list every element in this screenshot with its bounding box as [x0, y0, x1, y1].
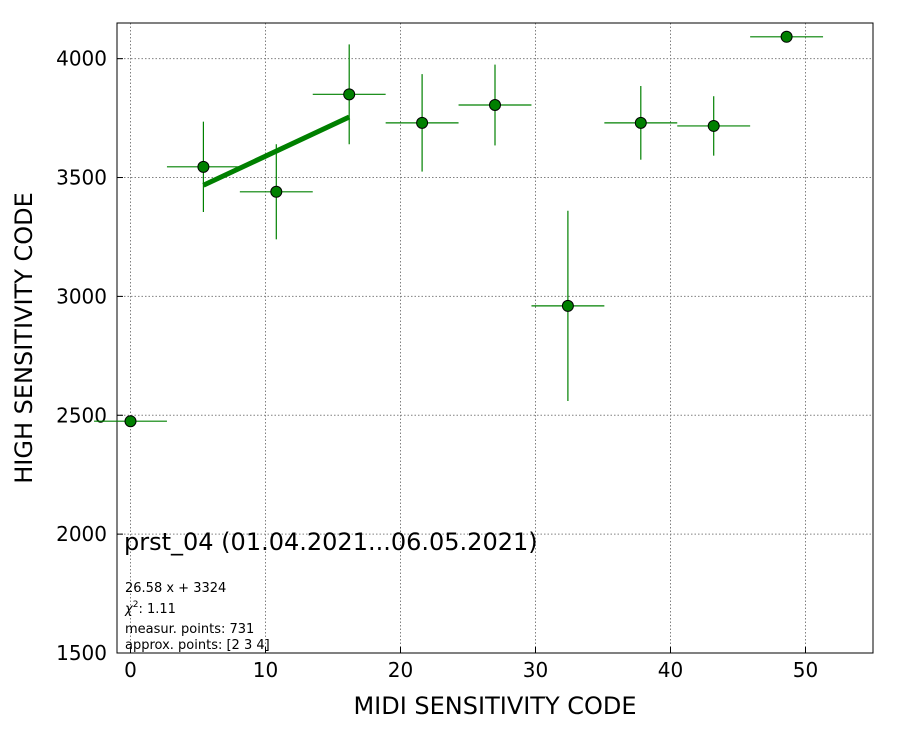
- data-point: [197, 160, 210, 173]
- data-point: [561, 299, 574, 312]
- data-point: [124, 415, 137, 428]
- ticks-layer: 0 10 20 30 40 50 1500 2000 2500 3000 3500 4000: [56, 47, 818, 682]
- x-tick-label: 40: [658, 658, 683, 682]
- points-layer: [124, 30, 793, 428]
- y-tick-label: 4000: [56, 47, 107, 71]
- chi-symbol: χ: [124, 602, 134, 617]
- y-tick-label: 3500: [56, 166, 107, 190]
- data-point: [270, 185, 283, 198]
- annotation-block: prst_04 (01.04.2021...06.05.2021) 26.58 …: [124, 528, 538, 653]
- data-point: [634, 116, 647, 129]
- chi-superscript: 2: [133, 600, 139, 610]
- grid-layer: [117, 23, 873, 653]
- y-tick-label: 2500: [56, 403, 107, 427]
- data-point: [343, 88, 356, 101]
- y-tick-label: 1500: [56, 641, 107, 665]
- data-point: [707, 119, 720, 132]
- data-point: [416, 116, 429, 129]
- x-axis-title: MIDI SENSITIVITY CODE: [353, 692, 636, 720]
- x-tick-label: 30: [523, 658, 548, 682]
- x-tick-label: 0: [124, 658, 137, 682]
- x-tick-label: 50: [793, 658, 818, 682]
- annotation-measur-points: measur. points: 731: [125, 622, 254, 637]
- data-point: [489, 99, 501, 112]
- errorbar-layer: [94, 36, 824, 422]
- data-point: [780, 30, 793, 43]
- y-tick-label: 2000: [56, 522, 107, 546]
- y-tick-label: 3000: [56, 284, 107, 308]
- x-tick-label: 20: [388, 658, 413, 682]
- annotation-approx-points: approx. points: [2 3 4]: [125, 638, 270, 653]
- x-tick-label: 10: [253, 658, 278, 682]
- annotation-title: prst_04 (01.04.2021...06.05.2021): [124, 528, 538, 556]
- y-axis-title: HIGH SENSITIVITY CODE: [10, 192, 38, 484]
- plot-frame: [116, 22, 874, 654]
- chi-value: : 1.11: [138, 602, 175, 617]
- annotation-equation: 26.58 x + 3324: [125, 581, 226, 596]
- annotation-chi-square: χ2: 1.11: [124, 600, 176, 617]
